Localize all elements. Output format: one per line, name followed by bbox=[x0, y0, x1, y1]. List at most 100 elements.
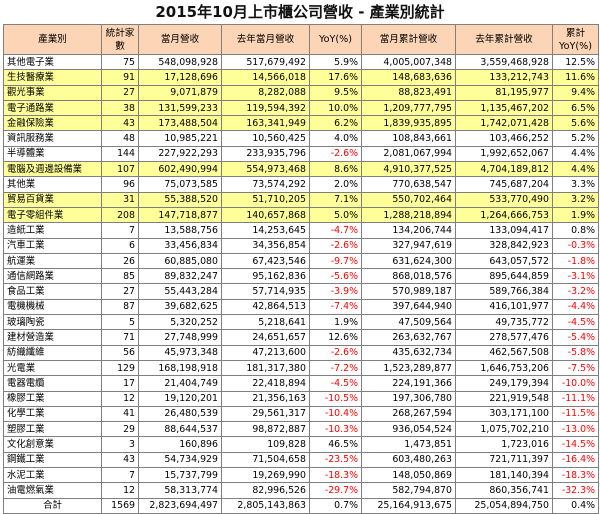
industry-name-cell: 電腦及週邊設備業 bbox=[3, 161, 102, 178]
industry-name-cell: 觀光事業 bbox=[3, 84, 102, 101]
table-row: 半導體業 144 227,922,293 233,935,796 -2.6% 2,081,… bbox=[3, 145, 599, 163]
table-row: 電機機械 87 39,682,625 42,864,513 -7.4% 397,644,9… bbox=[3, 298, 599, 316]
table-row: 汽車工業 6 33,456,834 34,356,854 -2.6% 327,947,61… bbox=[3, 237, 599, 254]
yoy-cell: -5.6% bbox=[309, 268, 362, 285]
industry-name-cell: 玻璃陶瓷 bbox=[3, 314, 102, 331]
industry-name-cell: 通信網路業 bbox=[3, 268, 102, 285]
total-cumulative-revenue: 25,164,913,675 bbox=[361, 497, 456, 514]
monthly-revenue-cell: 39,682,625 bbox=[138, 298, 222, 316]
cumulative-yoy-cell: 5.6% bbox=[552, 115, 599, 132]
table-row: 食品工業 27 55,443,284 57,714,935 -3.9% 570,989,1… bbox=[3, 283, 599, 300]
yoy-cell: -18.3% bbox=[309, 467, 362, 484]
prev-year-monthly-revenue-cell: 22,418,894 bbox=[221, 375, 310, 392]
prev-year-monthly-revenue-cell: 95,162,836 bbox=[221, 268, 310, 285]
prev-year-cumulative-revenue-cell: 1,723,016 bbox=[455, 436, 553, 453]
prev-year-monthly-revenue-cell: 34,356,854 bbox=[221, 237, 310, 254]
prev-year-cumulative-revenue-cell: 221,919,548 bbox=[455, 390, 553, 407]
yoy-cell: 2.0% bbox=[309, 176, 362, 193]
monthly-revenue-cell: 13,588,756 bbox=[138, 222, 222, 239]
yoy-cell: -4.7% bbox=[309, 222, 362, 239]
cumulative-revenue-cell: 88,823,491 bbox=[361, 84, 456, 101]
cumulative-yoy-cell: 5.2% bbox=[552, 130, 599, 147]
cumulative-revenue-cell: 197,306,780 bbox=[361, 390, 456, 407]
industry-name-cell: 油電燃氣業 bbox=[3, 482, 102, 499]
monthly-revenue-cell: 75,073,585 bbox=[138, 176, 222, 193]
yoy-cell: -7.4% bbox=[309, 298, 362, 316]
yoy-cell: -10.4% bbox=[309, 405, 362, 423]
monthly-revenue-cell: 17,128,696 bbox=[138, 69, 222, 86]
cumulative-yoy-cell: -11.1% bbox=[552, 390, 599, 407]
industry-name-cell: 其他電子業 bbox=[3, 53, 102, 71]
monthly-revenue-cell: 15,737,799 bbox=[138, 467, 222, 484]
industry-name-cell: 航運業 bbox=[3, 252, 102, 270]
cumulative-revenue-cell: 1,839,935,895 bbox=[361, 115, 456, 132]
industry-name-cell: 其他業 bbox=[3, 176, 102, 193]
table-row: 觀光事業 27 9,071,879 8,282,088 9.5% 88,823,491 81… bbox=[3, 84, 599, 101]
monthly-revenue-cell: 45,973,348 bbox=[138, 344, 222, 361]
cumulative-revenue-cell: 550,702,464 bbox=[361, 191, 456, 208]
cumulative-revenue-cell: 268,267,594 bbox=[361, 405, 456, 423]
cumulative-revenue-cell: 1,473,851 bbox=[361, 436, 456, 453]
prev-year-cumulative-revenue-cell: 533,770,490 bbox=[455, 191, 553, 208]
cumulative-yoy-cell: 1.9% bbox=[552, 206, 599, 224]
header-company-count: 統計家數 bbox=[101, 24, 139, 55]
prev-year-monthly-revenue-cell: 140,657,868 bbox=[221, 206, 310, 224]
monthly-revenue-cell: 55,443,284 bbox=[138, 283, 222, 300]
total-monthly-revenue: 2,823,694,497 bbox=[138, 497, 222, 514]
cumulative-yoy-cell: -0.3% bbox=[552, 237, 599, 254]
company-count-cell: 91 bbox=[101, 69, 139, 86]
monthly-revenue-cell: 58,313,774 bbox=[138, 482, 222, 499]
prev-year-cumulative-revenue-cell: 860,356,741 bbox=[455, 482, 553, 499]
table-row: 塑膠工業 29 88,644,537 98,872,887 -10.3% 936,054,… bbox=[3, 421, 599, 438]
prev-year-monthly-revenue-cell: 98,872,887 bbox=[221, 421, 310, 438]
prev-year-monthly-revenue-cell: 14,253,645 bbox=[221, 222, 310, 239]
industry-name-cell: 鋼鐵工業 bbox=[3, 451, 102, 469]
cumulative-yoy-cell: -10.0% bbox=[552, 375, 599, 392]
cumulative-yoy-cell: -32.3% bbox=[552, 482, 599, 499]
prev-year-monthly-revenue-cell: 47,213,600 bbox=[221, 344, 310, 361]
monthly-revenue-cell: 168,198,918 bbox=[138, 359, 222, 377]
prev-year-monthly-revenue-cell: 8,282,088 bbox=[221, 84, 310, 101]
prev-year-cumulative-revenue-cell: 589,766,384 bbox=[455, 283, 553, 300]
header-yoy: YoY(%) bbox=[309, 24, 362, 55]
yoy-cell: 17.6% bbox=[309, 69, 362, 86]
monthly-revenue-cell: 602,490,994 bbox=[138, 161, 222, 178]
prev-year-cumulative-revenue-cell: 895,644,859 bbox=[455, 268, 553, 285]
cumulative-yoy-cell: -16.4% bbox=[552, 451, 599, 469]
prev-year-cumulative-revenue-cell: 721,711,397 bbox=[455, 451, 553, 469]
prev-year-monthly-revenue-cell: 109,828 bbox=[221, 436, 310, 453]
prev-year-monthly-revenue-cell: 67,423,546 bbox=[221, 252, 310, 270]
industry-name-cell: 造紙工業 bbox=[3, 222, 102, 239]
prev-year-cumulative-revenue-cell: 1,742,071,428 bbox=[455, 115, 553, 132]
company-count-cell: 87 bbox=[101, 298, 139, 316]
monthly-revenue-cell: 173,488,504 bbox=[138, 115, 222, 132]
monthly-revenue-cell: 55,388,520 bbox=[138, 191, 222, 208]
prev-year-cumulative-revenue-cell: 1,264,666,753 bbox=[455, 206, 553, 224]
company-count-cell: 96 bbox=[101, 176, 139, 193]
prev-year-cumulative-revenue-cell: 1,135,467,202 bbox=[455, 99, 553, 117]
company-count-cell: 27 bbox=[101, 84, 139, 101]
prev-year-cumulative-revenue-cell: 462,567,508 bbox=[455, 344, 553, 361]
company-count-cell: 41 bbox=[101, 405, 139, 423]
industry-name-cell: 橡膠工業 bbox=[3, 390, 102, 407]
header-row: 產業別 統計家數 當月營收 去年當月營收 YoY(%) 當月累計營收 去年累計營… bbox=[3, 24, 599, 55]
cumulative-yoy-cell: -4.5% bbox=[552, 314, 599, 331]
company-count-cell: 48 bbox=[101, 130, 139, 147]
monthly-revenue-cell: 21,404,749 bbox=[138, 375, 222, 392]
cumulative-yoy-cell: -13.0% bbox=[552, 421, 599, 438]
cumulative-revenue-cell: 770,638,547 bbox=[361, 176, 456, 193]
company-count-cell: 12 bbox=[101, 390, 139, 407]
company-count-cell: 43 bbox=[101, 451, 139, 469]
table-row: 橡膠工業 12 19,120,201 21,356,163 -10.5% 197,306,… bbox=[3, 390, 599, 407]
prev-year-cumulative-revenue-cell: 1,075,702,210 bbox=[455, 421, 553, 438]
table-row: 文化創意業 3 160,896 109,828 46.5% 1,473,851 1,723,… bbox=[3, 436, 599, 453]
cumulative-yoy-cell: -5.4% bbox=[552, 329, 599, 346]
total-row: 合計 1569 2,823,694,497 2,805,143,863 0.7%… bbox=[3, 497, 599, 514]
cumulative-revenue-cell: 4,910,377,525 bbox=[361, 161, 456, 178]
company-count-cell: 75 bbox=[101, 53, 139, 71]
yoy-cell: -2.6% bbox=[309, 344, 362, 361]
prev-year-monthly-revenue-cell: 554,973,468 bbox=[221, 161, 310, 178]
monthly-revenue-cell: 60,885,080 bbox=[138, 252, 222, 270]
industry-name-cell: 貿易百貨業 bbox=[3, 191, 102, 208]
industry-name-cell: 文化創意業 bbox=[3, 436, 102, 453]
